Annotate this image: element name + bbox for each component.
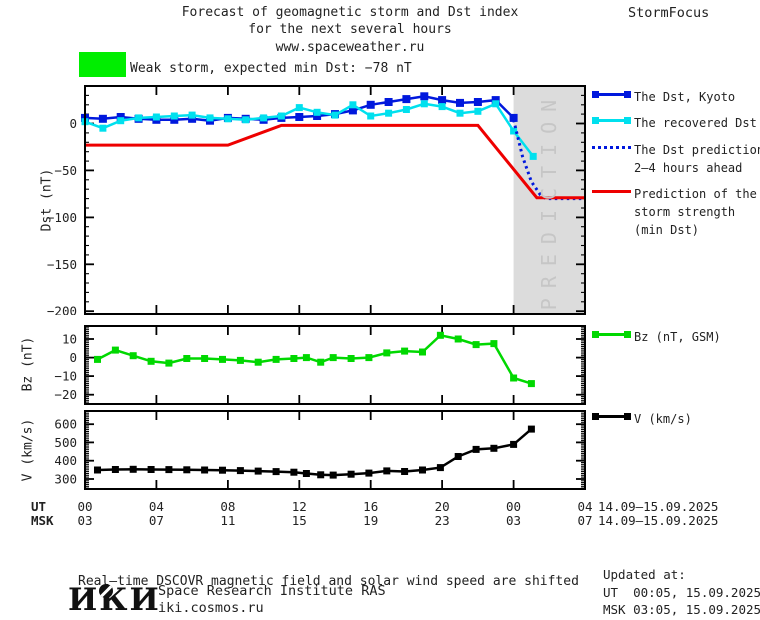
- msk-axis-label: MSK: [31, 513, 54, 528]
- brand-text: StormFocus: [628, 5, 710, 21]
- dst-chart: 0 −50 −100 −150 −200: [47, 85, 586, 315]
- legend-label: The Dst, Kyoto: [634, 90, 736, 104]
- svg-text:−100: −100: [47, 210, 77, 225]
- updated-ut: UT 00:05, 15.09.2025: [603, 585, 760, 600]
- updated-at-label: Updated at:: [603, 567, 686, 582]
- logo-antenna-icon: [99, 584, 113, 598]
- msk-tick-label: 03: [77, 513, 93, 528]
- legend-label: The recovered Dst: [634, 116, 757, 130]
- legend-label: V (km/s): [634, 412, 692, 426]
- footnote: Real–time DSCOVR magnetic field and sola…: [78, 538, 579, 620]
- updated-msk: MSK 03:05, 15.09.2025: [603, 602, 760, 617]
- dst-kyoto-line-icon: [592, 88, 631, 101]
- ut-tick-label: 12: [291, 499, 307, 514]
- legend-label: Bz (nT, GSM): [634, 330, 721, 344]
- iki-logo: ИКИ: [68, 582, 161, 618]
- svg-text:400: 400: [54, 453, 77, 468]
- dst-prediction-dotted-line-icon: [592, 141, 631, 154]
- msk-tick-label: 11: [220, 513, 236, 528]
- ut-tick-label: 16: [363, 499, 379, 514]
- v-chart: 600 500 400 300: [54, 410, 586, 490]
- bz-chart: 10 0 −10 −20: [54, 325, 586, 405]
- ut-axis-label: UT: [31, 499, 47, 514]
- ut-tick-label: 04: [148, 499, 164, 514]
- legend-item-bz: Bz (nT, GSM): [592, 328, 721, 346]
- legend-item-dst-prediction: The Dst prediction 2–4 hours ahead: [592, 141, 760, 177]
- ut-tick-label: 00: [77, 499, 93, 514]
- ut-tick-label: 08: [220, 499, 236, 514]
- title-line-2: for the next several hours: [248, 22, 452, 38]
- msk-date-range: 14.09–15.09.2025: [598, 513, 719, 528]
- svg-text:300: 300: [54, 472, 77, 487]
- msk-tick-label: 07: [577, 513, 593, 528]
- legend-item-v: V (km/s): [592, 410, 692, 428]
- legend-item-recovered-dst: The recovered Dst: [592, 114, 757, 132]
- svg-text:500: 500: [54, 435, 77, 450]
- svg-text:10: 10: [62, 332, 77, 347]
- msk-tick-label: 03: [506, 513, 522, 528]
- svg-text:0: 0: [69, 350, 77, 365]
- storm-level-swatch: [79, 52, 126, 77]
- institute-name: Space Research Institute RAS: [158, 583, 386, 599]
- ut-tick-label: 04: [577, 499, 593, 514]
- v-line-icon: [592, 410, 631, 423]
- footnote-line-1: Real–time DSCOVR magnetic field and sola…: [78, 574, 579, 589]
- msk-tick-label: 07: [148, 513, 164, 528]
- msk-axis-row: MSK 14.09–15.09.2025 03 07 11 15 19 23 03 07: [0, 513, 760, 528]
- recovered-dst-line-icon: [592, 114, 631, 127]
- bz-line-icon: [592, 328, 631, 341]
- ut-date-range: 14.09–15.09.2025: [598, 499, 719, 514]
- prediction-watermark: PREDICTION: [537, 89, 561, 311]
- legend-item-dst-kyoto: The Dst, Kyoto: [592, 88, 735, 106]
- title-line-1: Forecast of geomagnetic storm and Dst in…: [181, 5, 519, 20]
- svg-text:−150: −150: [47, 257, 77, 272]
- legend-label: Prediction of the storm strength (min Dst): [634, 187, 757, 237]
- svg-text:−10: −10: [54, 369, 77, 384]
- ut-tick-label: 20: [434, 499, 450, 514]
- msk-tick-label: 15: [291, 513, 307, 528]
- svg-text:−50: −50: [54, 163, 77, 178]
- svg-text:−20: −20: [54, 387, 77, 402]
- ut-axis-row: UT 14.09–15.09.2025 00 04 08 12 16 20 00 04: [0, 499, 760, 514]
- storm-level-text: Weak storm, expected min Dst: −78 nT: [130, 61, 412, 76]
- site-url: www.spaceweather.ru: [275, 39, 425, 55]
- svg-text:600: 600: [54, 417, 77, 432]
- legend-label: The Dst prediction 2–4 hours ahead: [634, 143, 760, 175]
- msk-tick-label: 23: [434, 513, 450, 528]
- legend-item-storm-strength: Prediction of the storm strength (min Dst): [592, 185, 757, 239]
- institute-site: iki.cosmos.ru: [158, 600, 264, 616]
- ut-tick-label: 00: [506, 499, 522, 514]
- page-title: Forecast of geomagnetic storm and Dst in…: [100, 4, 600, 56]
- msk-tick-label: 19: [363, 513, 379, 528]
- svg-text:0: 0: [69, 116, 77, 131]
- storm-strength-line-icon: [592, 185, 631, 198]
- svg-text:−200: −200: [47, 304, 77, 315]
